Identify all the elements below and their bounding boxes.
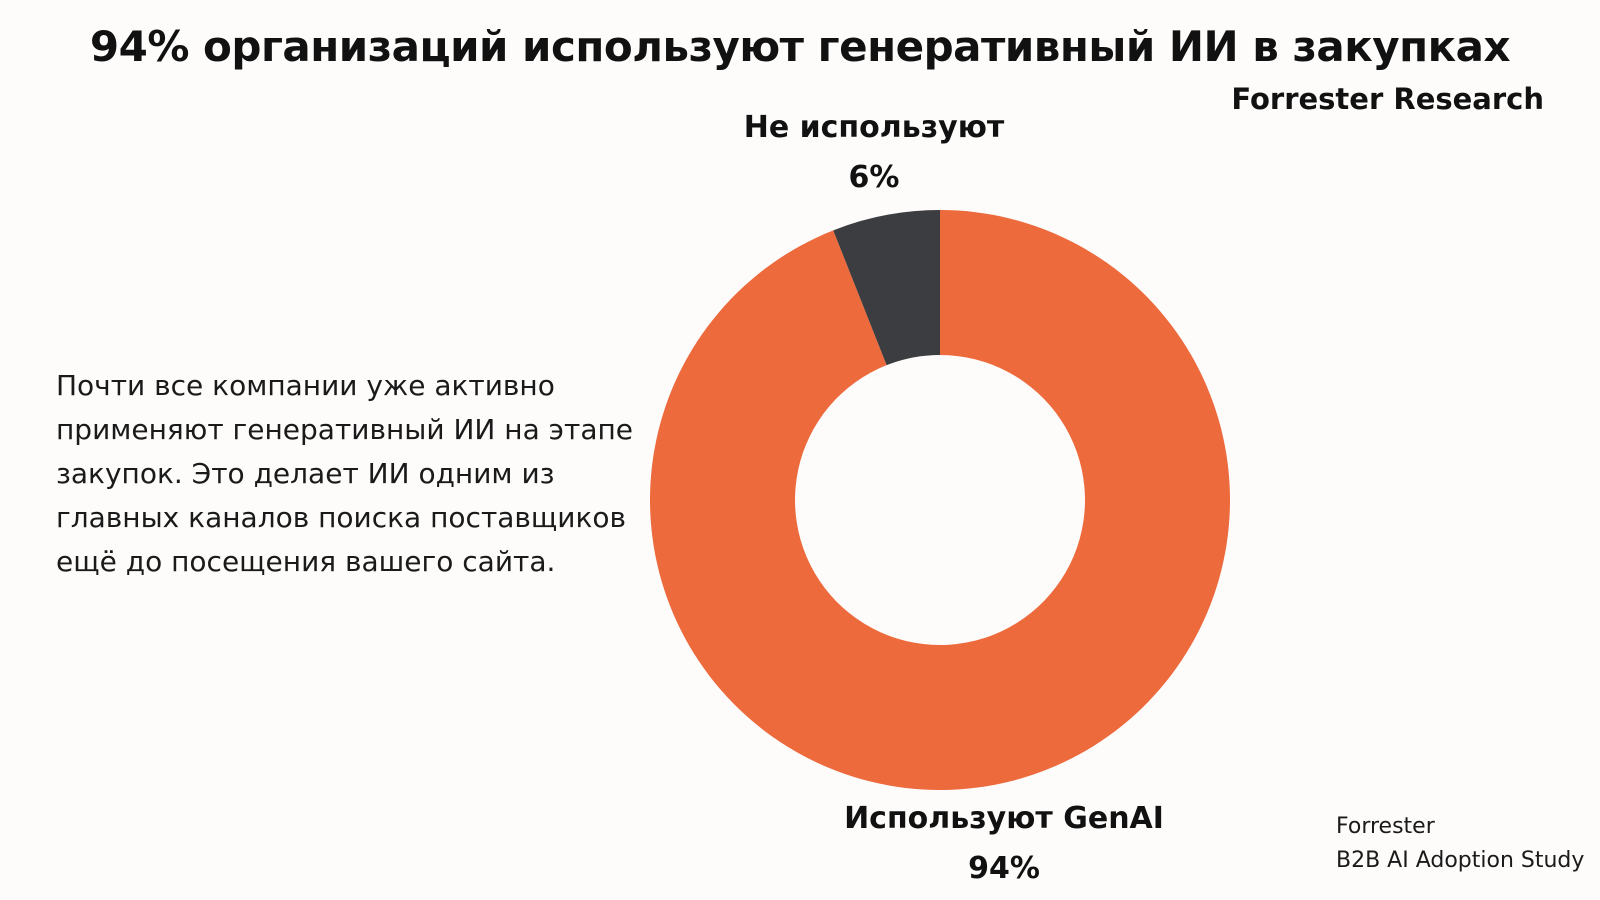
slice-label-not-use: Не используют xyxy=(744,110,1005,145)
source-line-1: Forrester xyxy=(1336,814,1435,839)
slice-value-use-genai: 94% xyxy=(968,851,1040,886)
source-note: Forrester B2B AI Adoption Study xyxy=(1336,810,1584,878)
slice-not-use xyxy=(833,210,940,366)
slice-use-genai xyxy=(650,210,1230,790)
page-title: 94% организаций используют генеративный … xyxy=(89,22,1511,71)
donut-slices xyxy=(650,210,1230,790)
slice-value-not-use: 6% xyxy=(849,160,900,195)
chart-subtitle: Forrester Research xyxy=(1231,82,1544,116)
description-text: Почти все компании уже активно применяют… xyxy=(56,369,634,578)
slice-label-use-genai: Используют GenAI xyxy=(844,801,1164,836)
source-line-2: B2B AI Adoption Study xyxy=(1336,848,1585,873)
